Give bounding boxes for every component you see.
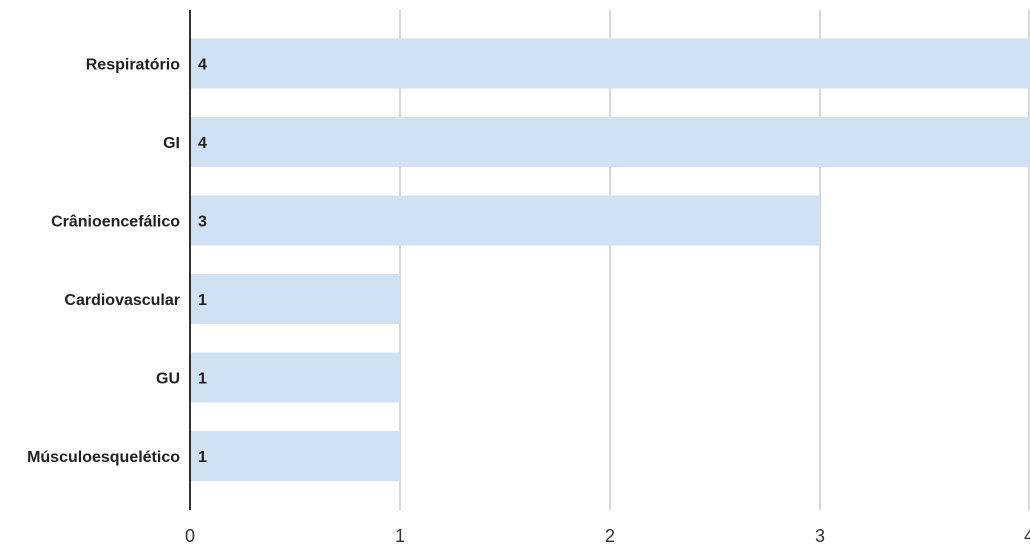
category-label-5: Músculoesquelético — [27, 449, 180, 466]
bar-2 — [190, 195, 820, 246]
bar-4 — [190, 352, 400, 403]
data-label-0: 4 — [198, 57, 207, 74]
data-label-2: 3 — [198, 214, 207, 231]
gridlines — [399, 10, 1030, 510]
x-tick-label-0: 0 — [185, 526, 195, 546]
x-tick-label-4: 4 — [1024, 526, 1030, 546]
category-labels: Respiratório GI Crânioencefálico Cardiovasc… — [27, 57, 180, 467]
category-label-4: GU — [156, 371, 180, 388]
x-axis-tick-labels: 0 1 2 3 4 — [185, 526, 1030, 546]
data-label-1: 4 — [198, 135, 207, 152]
bar-1 — [190, 117, 1030, 167]
data-label-5: 1 — [198, 449, 207, 466]
data-label-3: 1 — [198, 292, 207, 309]
category-label-2: Crânioencefálico — [51, 214, 180, 231]
bar-5 — [190, 431, 400, 481]
x-tick-label-3: 3 — [815, 526, 825, 546]
category-label-3: Cardiovascular — [64, 292, 180, 309]
x-tick-label-2: 2 — [605, 526, 615, 546]
category-label-0: Respiratório — [86, 57, 180, 74]
data-label-4: 1 — [198, 371, 207, 388]
bars — [190, 38, 1030, 481]
bar-3 — [190, 274, 400, 324]
data-labels: 4 4 3 1 1 1 — [198, 57, 207, 467]
x-tick-label-1: 1 — [395, 526, 405, 546]
category-label-1: GI — [163, 135, 180, 152]
bar-0 — [190, 38, 1030, 89]
